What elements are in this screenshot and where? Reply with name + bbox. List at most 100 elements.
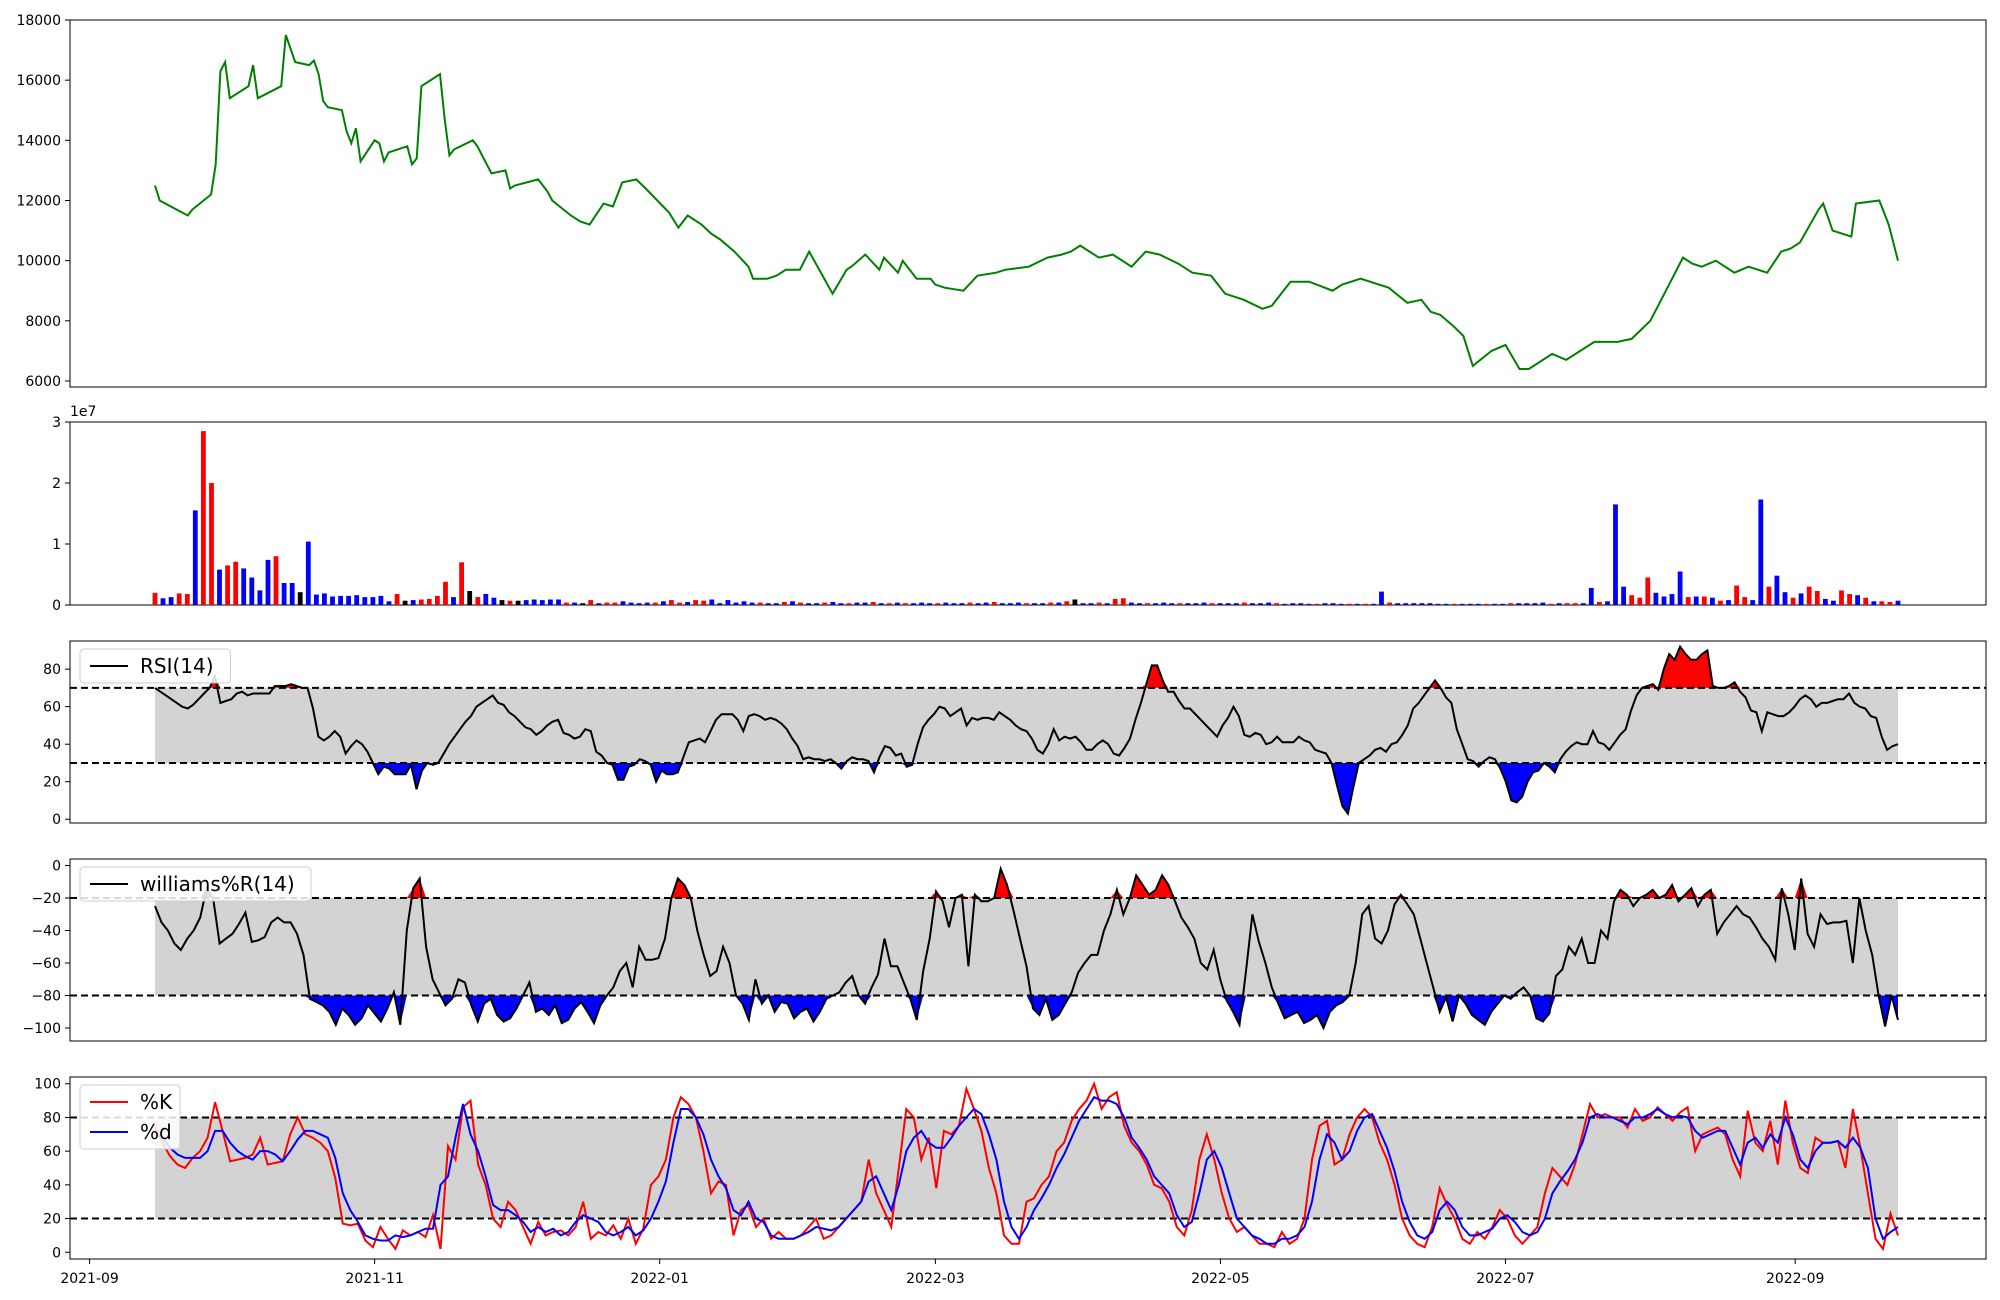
volume-bar [733,602,739,605]
volume-bar [1710,597,1715,605]
volume-bar [1701,596,1707,605]
xtick-label: 2022-09 [1766,1271,1825,1287]
volume-bar [693,600,698,605]
volume-bar [1193,603,1199,605]
volume-bar [394,594,400,605]
volume-bar [919,602,924,605]
volume-bar [217,569,222,605]
volume-bar [249,577,255,605]
volume-bar [983,602,989,605]
volume-bar [846,603,852,605]
volume-bar [636,603,642,605]
volume-bar [1016,602,1021,605]
volume-bar [1653,592,1659,605]
volume-bar [241,568,247,605]
volume-bar [1621,586,1626,605]
price-ytick-label: 16000 [16,73,61,89]
volume-bar [556,599,561,605]
volume-bar [1693,596,1699,605]
volume-bar [1403,603,1409,605]
rsi-legend-box [79,648,231,684]
rsi-ytick-label: 40 [43,737,61,753]
price-ytick-label: 12000 [16,193,61,209]
volume-bar [1290,603,1296,605]
volume-bar [1201,602,1207,605]
volume-bar [1169,603,1175,605]
volume-ytick-label: 2 [52,476,61,492]
volume-bar [1274,603,1279,605]
volume-bar [1282,603,1288,605]
volume-bar [426,598,432,605]
volume-bar [862,602,868,605]
rsi-band-fill [155,687,1898,763]
volume-bar [1104,603,1110,605]
volume-bar [418,599,424,605]
volume-bar [1782,592,1788,605]
volume-bar [281,583,287,605]
volume-bar [314,594,319,605]
volume-bar [1072,599,1078,605]
stoch-ytick-label: 40 [43,1178,61,1194]
volume-bar [1129,602,1134,605]
volume-bar [1322,603,1328,605]
volume-bar [1064,601,1070,605]
volume-bar [305,541,311,605]
volume-bar [1476,603,1481,605]
volume-bar [378,595,384,605]
volume-bar [1056,602,1062,605]
volume-bar [1734,585,1739,605]
volume-bar [1863,597,1869,605]
volume-bar [1040,603,1045,605]
volume-bar [1895,600,1901,605]
xtick-label: 2021-11 [345,1271,404,1287]
volume-bar [773,603,779,605]
volume-bar [999,603,1005,605]
volume-bar [685,602,690,605]
stoch-legend: %K %d [79,1084,181,1150]
volume-bar [1177,603,1183,605]
volume-bar [354,595,360,605]
volume-bar [572,602,577,605]
volume-bar [886,603,892,605]
price-line [154,34,1899,370]
volume-bar [1839,590,1844,605]
volume-bar [1645,577,1651,605]
stoch-ytick-label: 80 [43,1110,61,1126]
volume-bar [1451,603,1457,605]
volume-bar [628,602,634,605]
volume-bar [903,603,908,605]
volume-bar [1790,597,1796,605]
williams-band-fill [155,898,1898,996]
volume-bar [1443,603,1449,605]
volume-bar [386,601,392,605]
volume-bar [1661,596,1667,605]
volume-bar [1798,593,1804,605]
volume-bar [1233,603,1239,605]
xtick-label: 2022-07 [1476,1271,1535,1287]
volume-bar [741,601,747,605]
volume-bar [1492,603,1497,605]
volume-bar [467,591,473,605]
volume-bar [1395,603,1401,605]
volume-bar [475,597,481,605]
volume-ytick-label: 3 [52,415,61,431]
volume-bar [1250,603,1255,605]
volume-bar [1516,603,1522,605]
williams-oversold-fill [155,995,1898,1028]
volume-bar [991,602,997,605]
volume-bar [822,602,828,605]
volume-bar [152,592,158,605]
volume-bar [192,510,198,605]
volume-bar [612,602,618,605]
volume-bar [1766,586,1772,605]
volume-bar [1137,603,1142,605]
volume-bar [895,602,900,605]
xtick-label: 2022-01 [630,1271,689,1287]
volume-bar [1330,603,1336,605]
volume-bar [1484,603,1489,605]
price-ytick-label: 18000 [16,13,61,29]
volume-bar [523,600,529,605]
volume-bar [564,602,569,605]
volume-bar [927,603,932,605]
volume-bar [1597,602,1602,605]
